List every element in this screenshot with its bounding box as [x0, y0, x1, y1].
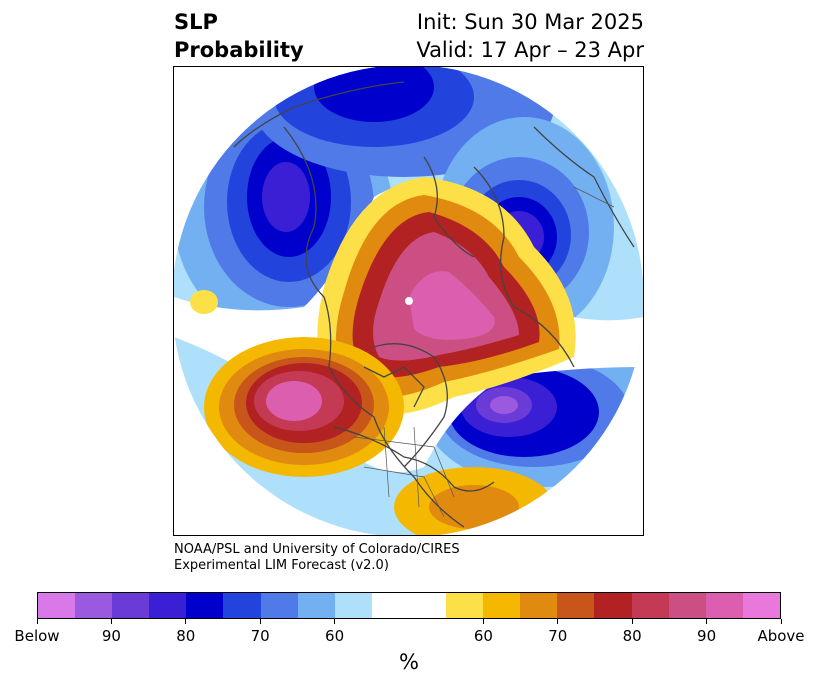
probability-field: [174, 67, 643, 535]
colorbar-tick-label: 70: [250, 627, 270, 645]
colorbar-tickmark: [482, 619, 484, 624]
colorbar-segment: [38, 593, 76, 618]
colorbar-tick-label: 60: [325, 627, 345, 645]
colorbar-segment: [705, 593, 743, 618]
colorbar-tickmark: [110, 619, 112, 624]
colorbar-segment: [742, 593, 780, 618]
colorbar-segment: [75, 593, 113, 618]
colorbar-segment: [520, 593, 558, 618]
colorbar-tick-label: 90: [697, 627, 717, 645]
colorbar-segment: [631, 593, 669, 618]
credit-line-1: NOAA/PSL and University of Colorado/CIRE…: [174, 542, 460, 557]
colorbar-segment: [260, 593, 298, 618]
colorbar-segment: [149, 593, 187, 618]
colorbar-segment: [334, 593, 372, 618]
forecast-dates: Init: Sun 30 Mar 2025 Valid: 17 Apr – 23…: [416, 8, 644, 64]
above-normal-pacific: [204, 337, 404, 477]
probability-map-svg: [174, 67, 643, 535]
colorbar-tickmark: [557, 619, 559, 624]
colorbar-segment: [557, 593, 595, 618]
colorbar-segment: [297, 593, 335, 618]
colorbar-tickmark: [631, 619, 633, 624]
colorbar-tickmark: [780, 619, 782, 624]
colorbar-tick-label: 60: [473, 627, 493, 645]
colorbar-segment: [371, 593, 409, 618]
credit-line-2: Experimental LIM Forecast (v2.0): [174, 558, 389, 573]
colorbar-segment: [223, 593, 261, 618]
colorbar-tickmark: [706, 619, 708, 624]
title-line-2: Probability: [174, 38, 304, 62]
pole-marker: [405, 297, 413, 305]
colorbar: [37, 592, 781, 619]
init-date: Init: Sun 30 Mar 2025: [416, 10, 644, 34]
colorbar-tickmark: [334, 619, 336, 624]
colorbar-segment: [668, 593, 706, 618]
credit-text: NOAA/PSL and University of Colorado/CIRE…: [174, 542, 460, 574]
colorbar-segment: [594, 593, 632, 618]
title-line-1: SLP: [174, 10, 218, 34]
colorbar-tick-label: 70: [548, 627, 568, 645]
colorbar-tickmark: [185, 619, 187, 624]
map-title: SLP Probability: [174, 8, 304, 64]
colorbar-segment: [408, 593, 447, 618]
colorbar-tick-label: 80: [176, 627, 196, 645]
above-normal-arctic: [317, 177, 576, 415]
colorbar-tick-label: 80: [622, 627, 642, 645]
colorbar-segment: [446, 593, 484, 618]
colorbar-segment: [186, 593, 224, 618]
colorbar-tick-label: Above: [757, 627, 805, 645]
colorbar-tick-label: 90: [101, 627, 121, 645]
colorbar-segment: [483, 593, 521, 618]
valid-range: Valid: 17 Apr – 23 Apr: [416, 38, 644, 62]
polar-map: [173, 66, 644, 536]
colorbar-tick-label: Below: [14, 627, 60, 645]
colorbar-tickmark: [259, 619, 261, 624]
colorbar-segment: [112, 593, 150, 618]
small-warm-patch: [190, 290, 218, 314]
colorbar-unit: %: [399, 650, 419, 674]
colorbar-tickmark: [36, 619, 38, 624]
coastlines: [233, 81, 635, 528]
